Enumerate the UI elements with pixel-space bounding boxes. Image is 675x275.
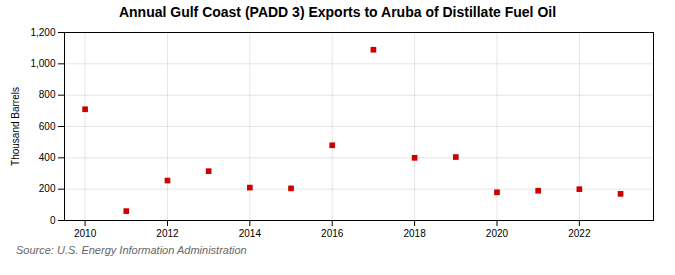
svg-text:1,000: 1,000 bbox=[30, 58, 55, 69]
svg-text:2010: 2010 bbox=[74, 228, 97, 239]
html-text:Source: U.S. Energy Informatio: Source: U.S. Energy Information Administ… bbox=[16, 244, 247, 256]
svg-text:400: 400 bbox=[39, 152, 56, 163]
svg-text:2014: 2014 bbox=[239, 228, 262, 239]
svg-text:0: 0 bbox=[50, 215, 56, 226]
svg-text:2018: 2018 bbox=[403, 228, 426, 239]
svg-text:2016: 2016 bbox=[321, 228, 344, 239]
svg-text:600: 600 bbox=[39, 121, 56, 132]
svg-text:2022: 2022 bbox=[568, 228, 591, 239]
svg-text:2012: 2012 bbox=[156, 228, 179, 239]
svg-text:800: 800 bbox=[39, 89, 56, 100]
svg-text:Thousand Barrels: Thousand Barrels bbox=[10, 87, 21, 166]
html-text:Annual Gulf Coast (PADD 3) Exp: Annual Gulf Coast (PADD 3) Exports to Ar… bbox=[118, 4, 557, 20]
svg-text:200: 200 bbox=[39, 183, 56, 194]
svg-text:2020: 2020 bbox=[486, 228, 509, 239]
svg-text:1,200: 1,200 bbox=[30, 27, 55, 38]
